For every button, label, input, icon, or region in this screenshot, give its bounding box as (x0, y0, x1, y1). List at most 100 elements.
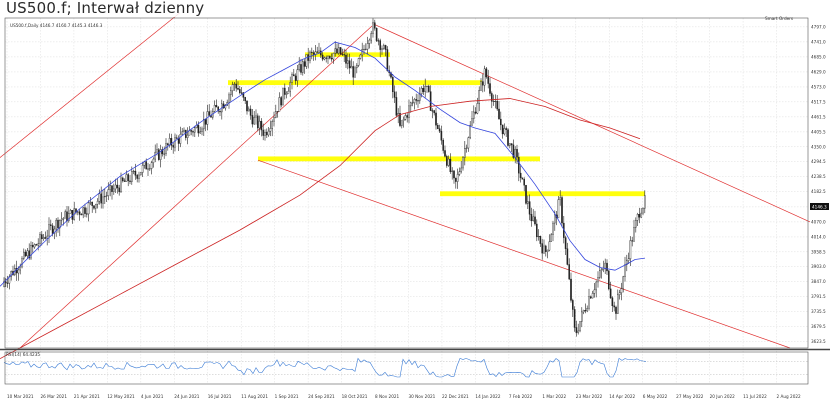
candle-body (302, 61, 304, 73)
candle-body (595, 281, 597, 291)
candle-body (451, 170, 454, 172)
candle-body (168, 138, 171, 146)
candle-body (483, 68, 486, 86)
candle-body (136, 175, 139, 179)
candle-body (509, 143, 511, 146)
resistance-zone (440, 191, 645, 197)
candle-body (357, 58, 360, 66)
candle-body (473, 111, 475, 119)
candle-body (258, 120, 261, 129)
candle-body (186, 134, 189, 138)
candle-body (127, 174, 129, 182)
candle-body (579, 321, 581, 332)
time-tick-label: 24 Jun 2021 (174, 394, 200, 399)
price-tick-label: 4350.0 (811, 144, 826, 149)
candle-body (455, 177, 457, 182)
candle-body (6, 282, 9, 284)
candle-body (285, 93, 288, 95)
time-tick-label: 16 Jul 2021 (208, 394, 232, 399)
candle-body (440, 130, 443, 141)
candle-body (471, 118, 473, 126)
candle-body (37, 243, 39, 246)
candle-body (613, 305, 615, 308)
candle-body (514, 148, 516, 158)
candle-body (17, 269, 20, 274)
candle-body (638, 214, 641, 218)
symbol-header: US500.f,Daily 4146.7 4160.7 4145.3 4146.… (10, 23, 103, 28)
candle-body (44, 237, 47, 239)
candle-body (305, 54, 308, 67)
time-tick-label: 14 Apr 2022 (609, 394, 635, 399)
candle-body (89, 201, 92, 204)
candle-body (327, 55, 329, 59)
candle-body (494, 100, 497, 102)
candle-body (582, 310, 585, 313)
candle-body (476, 103, 479, 114)
candle-body (406, 115, 409, 118)
candle-body (366, 43, 369, 50)
candle-body (242, 92, 245, 98)
time-tick-label: 24 Sep 2021 (308, 394, 335, 399)
candle-body (130, 171, 133, 182)
time-tick-label: 6 May 2022 (643, 394, 668, 399)
price-tick-label: 4629.0 (811, 69, 826, 74)
candle-body (474, 111, 477, 114)
price-tick-label: 4294.5 (811, 159, 826, 164)
candle-body (247, 108, 250, 112)
time-tick-label: 27 May 2022 (676, 394, 704, 399)
candle-body (179, 133, 182, 144)
candle-body (336, 48, 338, 54)
candle-body (237, 88, 239, 90)
moving-average-line (0, 98, 641, 360)
trendline (19, 25, 373, 349)
candle-body (426, 85, 428, 87)
candle-body (102, 196, 104, 204)
candle-body (374, 22, 376, 29)
candle-body (343, 54, 346, 56)
time-tick-label: 11 Aug 2021 (241, 394, 268, 399)
candle-body (4, 281, 7, 284)
candle-body (111, 185, 113, 192)
candle-body (190, 130, 193, 132)
price-tick-label: 4014.0 (811, 234, 826, 239)
price-tick-label: 3903.0 (811, 264, 826, 269)
candle-body (291, 74, 293, 83)
candle-body (521, 177, 524, 180)
candle-body (566, 248, 569, 265)
candle-body (447, 158, 450, 166)
candle-body (46, 235, 48, 239)
candle-body (269, 128, 272, 132)
candle-body (487, 76, 490, 84)
candle-body (69, 210, 72, 214)
candle-body (246, 100, 248, 112)
candle-body (321, 54, 324, 60)
candle-body (233, 83, 236, 85)
candle-body (365, 48, 367, 50)
candle-body (172, 145, 175, 148)
candle-body (516, 148, 518, 158)
candle-body (26, 250, 29, 257)
smart-orders-label[interactable]: Smart Orders (765, 16, 793, 21)
candle-body (496, 100, 499, 110)
candle-body (433, 110, 436, 114)
candle-body (570, 278, 572, 301)
candle-body (278, 97, 281, 112)
candle-body (300, 64, 302, 73)
candle-body (109, 185, 111, 190)
time-tick-label: 2 Aug 2022 (777, 394, 801, 399)
candle-body (573, 309, 576, 328)
candle-body (401, 120, 403, 126)
candle-body (590, 296, 592, 299)
candle-body (318, 50, 320, 53)
candle-body (96, 200, 99, 205)
candle-body (78, 211, 81, 215)
candle-body (174, 137, 176, 148)
candle-body (50, 224, 52, 226)
candle-body (24, 251, 27, 257)
candle-body (257, 115, 259, 129)
price-tick-label: 3735.5 (811, 309, 826, 314)
candle-body (449, 158, 452, 172)
candle-body (505, 128, 508, 130)
candle-body (293, 74, 295, 77)
